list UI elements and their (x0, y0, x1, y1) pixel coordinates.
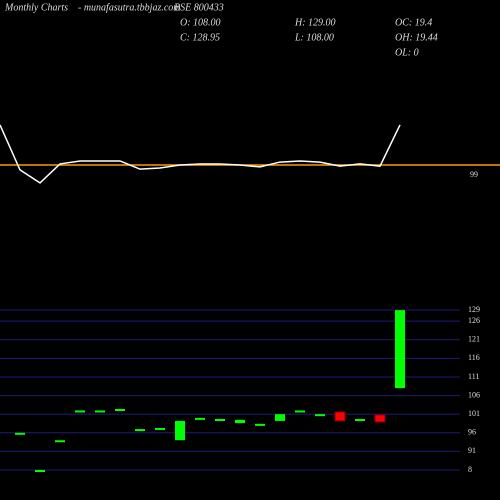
candle-body (255, 423, 265, 426)
y-tick-label: 126 (468, 316, 480, 325)
candle-body (275, 414, 285, 421)
y-tick-label: 101 (468, 409, 480, 418)
candle-body (115, 408, 125, 411)
candle-body (175, 420, 185, 441)
y-tick-label: 8 (468, 465, 472, 474)
candle-body (95, 410, 105, 413)
oh: OH: 19.44 (395, 32, 438, 43)
candle-body (295, 410, 305, 413)
line (0, 124, 401, 184)
candle-body (75, 410, 85, 413)
candle-body (334, 411, 346, 422)
open: O: 108.00 (180, 17, 221, 28)
candle-body (235, 419, 245, 424)
candle-body (315, 414, 325, 417)
chart-label: Monthly Charts (4, 2, 68, 13)
y-tick-label: 99 (470, 170, 478, 179)
y-tick-label: 91 (468, 446, 476, 455)
oc: OC: 19.4 (395, 17, 432, 28)
candle-body (374, 414, 386, 423)
candle-body (215, 419, 225, 422)
high: H: 129.00 (294, 17, 336, 28)
candle-body (195, 417, 205, 420)
y-tick-label: 129 (468, 305, 480, 314)
y-tick-label: 116 (468, 353, 480, 362)
candle-body (55, 440, 65, 443)
candle-body (395, 310, 405, 389)
site: - munafasutra.tbbjaz.com (78, 2, 181, 13)
low: L: 108.00 (294, 32, 334, 43)
y-tick-label: 96 (468, 428, 476, 437)
candle-body (155, 427, 165, 430)
symbol: BSE 800433 (174, 2, 224, 13)
candle-body (35, 470, 45, 472)
candle-body (15, 432, 25, 435)
y-tick-label: 106 (468, 390, 480, 399)
y-tick-label: 121 (468, 335, 480, 344)
ol: OL: 0 (395, 47, 419, 58)
close: C: 128.95 (180, 32, 220, 43)
y-tick-label: 111 (468, 372, 479, 381)
candle-body (135, 429, 145, 432)
candle-body (355, 419, 365, 422)
